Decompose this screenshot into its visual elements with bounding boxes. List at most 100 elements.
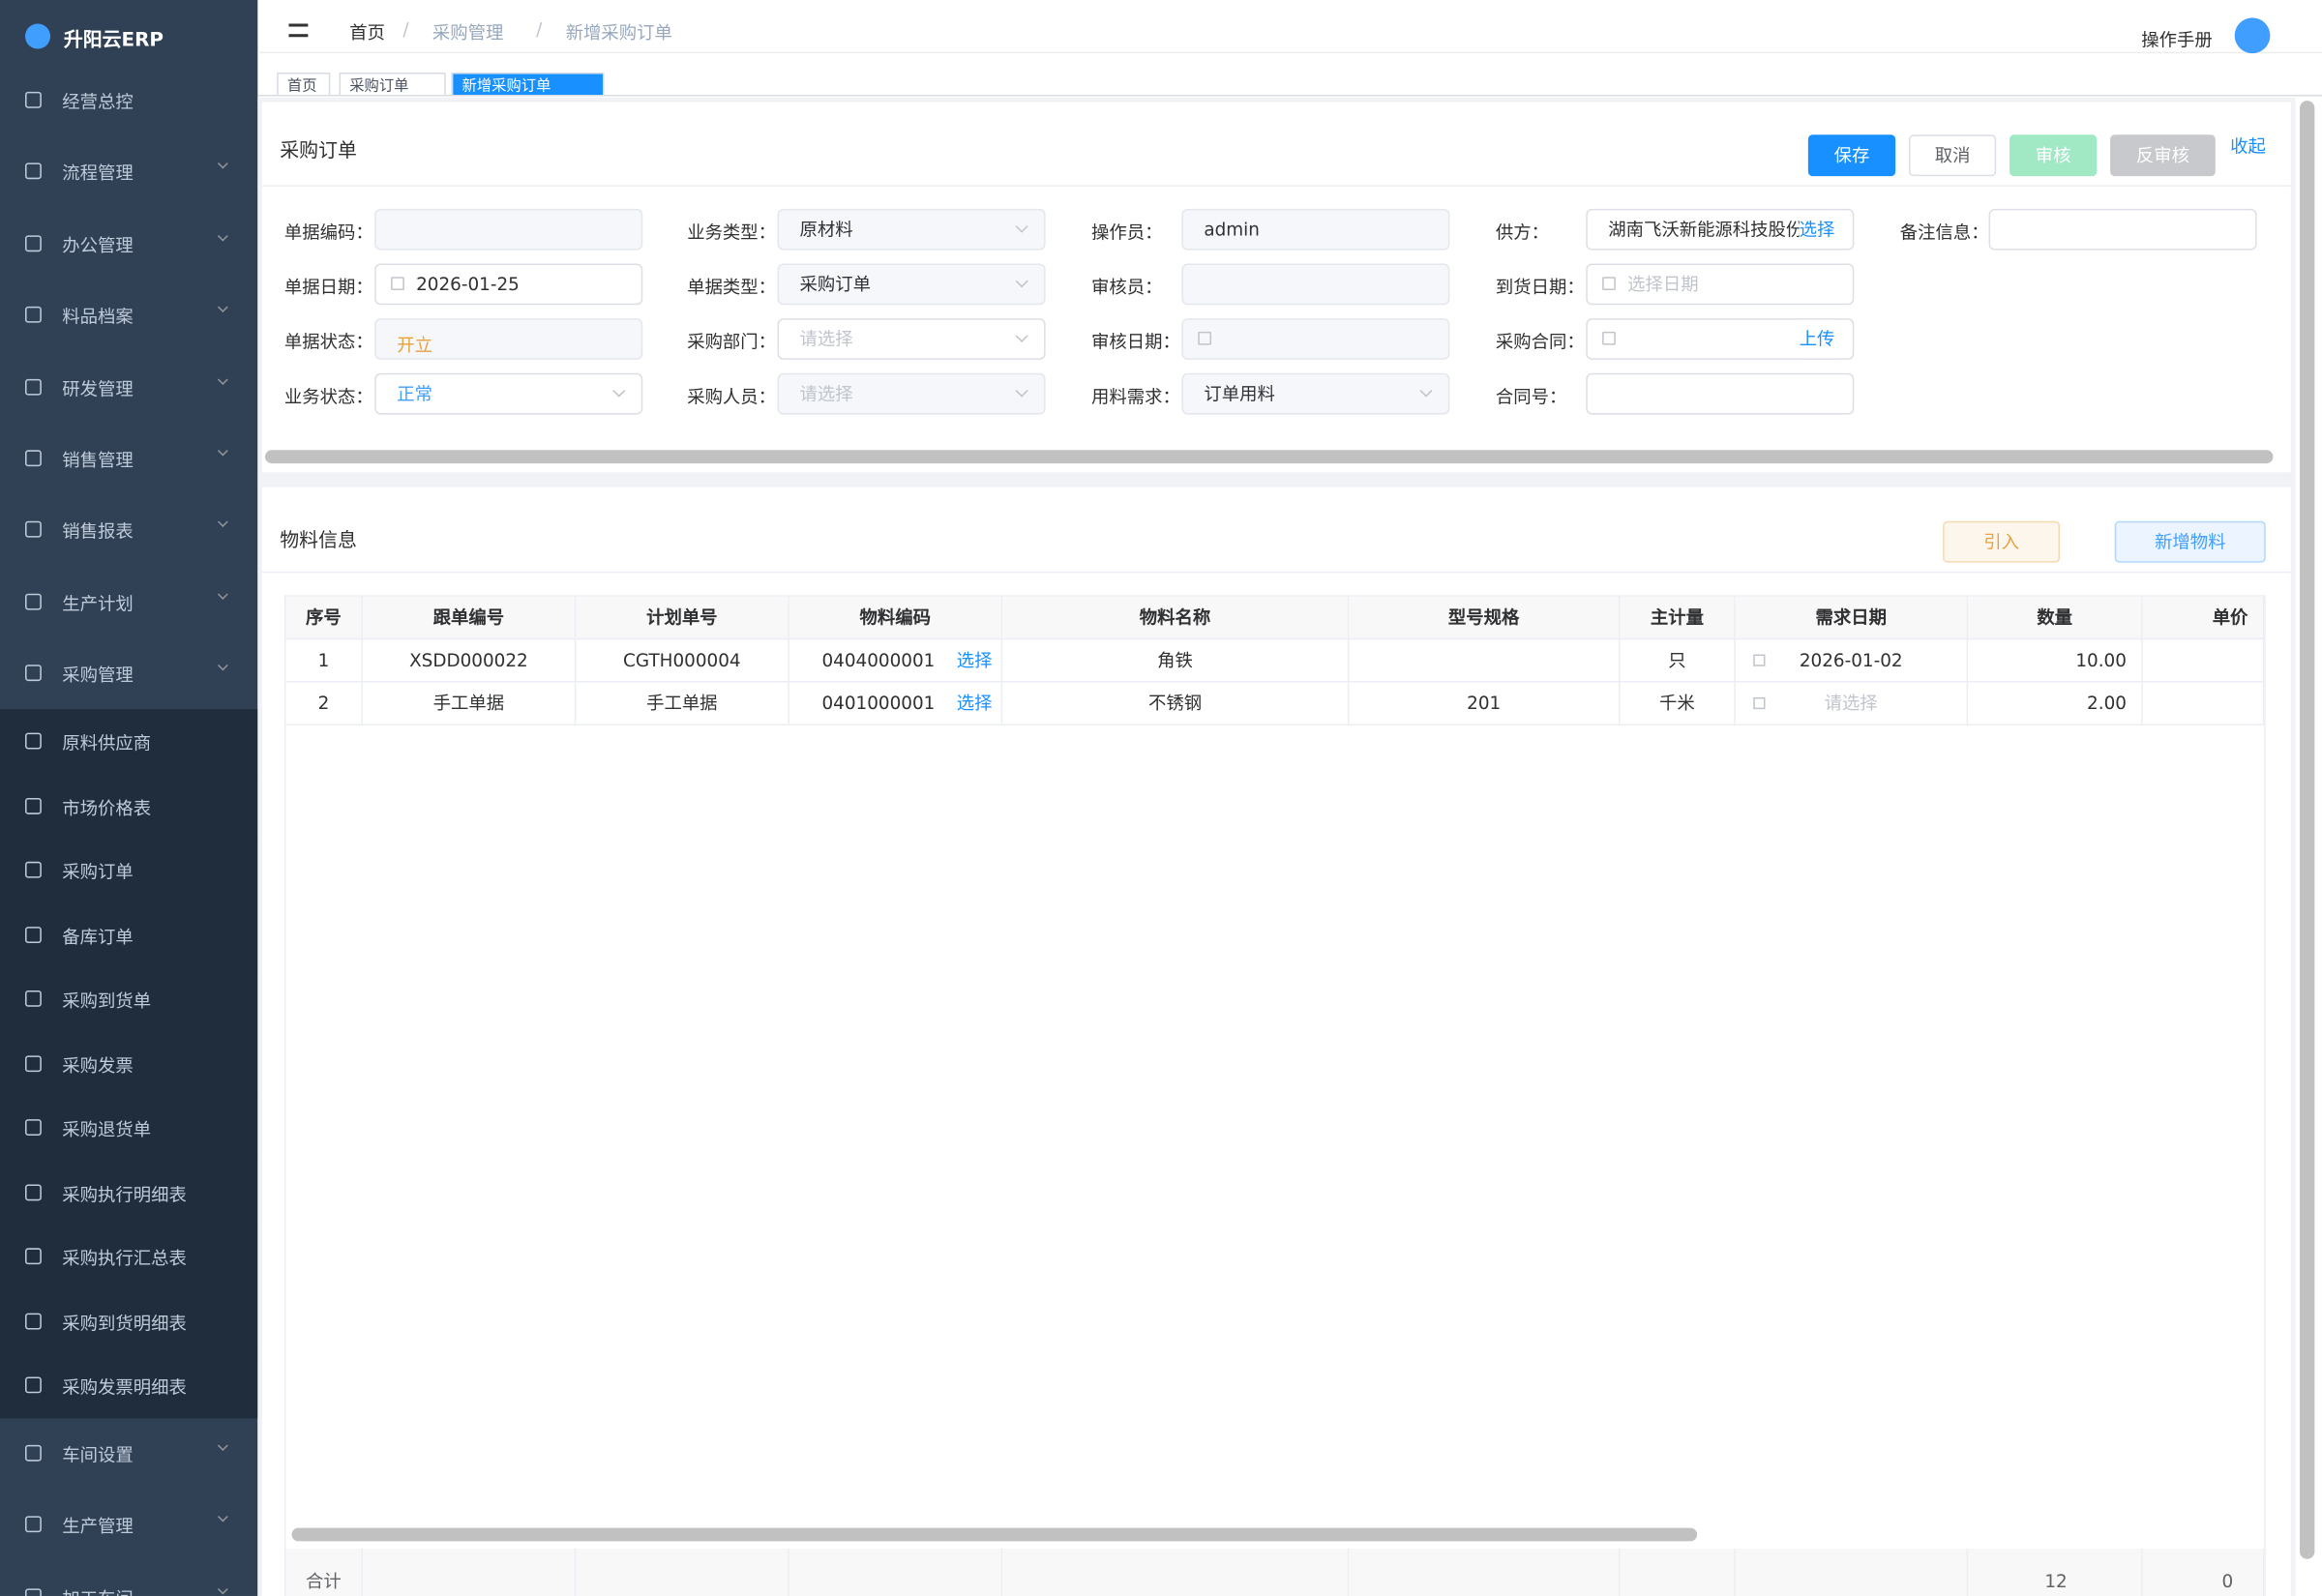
brand: 升阳云ERP: [63, 29, 164, 52]
submenu-item[interactable]: 采购执行汇总表: [0, 1224, 258, 1290]
submenu-item[interactable]: 采购发票明细表: [0, 1352, 258, 1419]
collapse-link[interactable]: 收起: [2230, 135, 2266, 158]
input[interactable]: admin: [1181, 208, 1450, 251]
input[interactable]: [374, 208, 643, 251]
input[interactable]: 正常: [374, 372, 643, 415]
import-button[interactable]: 引入: [1943, 520, 2061, 563]
menu-label: 采购到货单: [62, 990, 152, 1012]
footer-cell: [1620, 1549, 1736, 1596]
input[interactable]: [1586, 372, 1855, 415]
input[interactable]: [1988, 208, 2257, 251]
input[interactable]: 原材料: [777, 208, 1046, 251]
menu-item[interactable]: 生产计划: [0, 570, 257, 635]
menu-item[interactable]: 经营总控: [0, 68, 257, 133]
input-value: admin: [1204, 219, 1260, 240]
toolbar-button[interactable]: 反审核: [2110, 134, 2216, 177]
menu-icon: [25, 1376, 42, 1394]
input[interactable]: 采购订单: [777, 263, 1046, 306]
submenu-item[interactable]: 采购退货单: [0, 1095, 258, 1161]
menu-item[interactable]: 销售管理: [0, 427, 257, 491]
input-value: 订单用料: [1204, 383, 1275, 404]
divider: [261, 571, 2291, 574]
submenu-item[interactable]: 采购到货明细表: [0, 1288, 258, 1354]
footer-cell: [1002, 1549, 1350, 1596]
menu-icon: [25, 990, 42, 1007]
field-label: 单据编码：: [283, 222, 373, 244]
menu-label: 采购到货明细表: [62, 1312, 187, 1334]
menu-icon: [25, 1248, 42, 1265]
link[interactable]: 上传: [1799, 319, 1835, 359]
footer-cell: 12: [1968, 1549, 2143, 1596]
submenu-item[interactable]: 采购到货单: [0, 966, 258, 1032]
avatar[interactable]: [2234, 17, 2271, 54]
menu-item[interactable]: 车间设置: [0, 1421, 257, 1486]
submenu-item[interactable]: 采购发票: [0, 1031, 258, 1097]
divider: [261, 185, 2291, 187]
input-icon: [391, 277, 404, 290]
menu-label: 市场价格表: [62, 797, 152, 818]
materials-panel: 物料信息 引入 新增物料 序号 跟单编号 计划单号 物料编码 物料名称 型号规格 主计量 需求日期数…: [261, 487, 2291, 1596]
select-link[interactable]: 选择: [956, 649, 993, 671]
table-cell: [2142, 639, 2265, 683]
field-label: 合同号：: [1495, 386, 1567, 407]
submenu-item[interactable]: 备库订单: [0, 901, 258, 968]
tab[interactable]: 首页: [277, 72, 331, 95]
field-label: 到货日期：: [1495, 277, 1585, 298]
column-header: 单价: [2142, 596, 2265, 640]
input[interactable]: 湖南飞沃新能源科技股份 选择: [1586, 208, 1855, 251]
manual[interactable]: 操作手册: [2141, 29, 2213, 51]
input[interactable]: 请选择: [777, 372, 1046, 415]
input-value: 原材料: [799, 219, 853, 240]
placeholder: 请选择: [799, 383, 853, 404]
panel-title: 物料信息: [280, 529, 357, 552]
menu-item[interactable]: 加工车间: [0, 1565, 257, 1596]
sidebar: 升阳云ERP 经营总控 流程管理办公管理料品档案研发管理销售管理销售报表生产计划采购…: [0, 0, 258, 1596]
input[interactable]: 上传: [1586, 318, 1855, 360]
toolbar-button[interactable]: 取消: [1908, 134, 1997, 177]
input[interactable]: [1181, 318, 1450, 360]
menu-icon: [25, 235, 42, 251]
toolbar-button[interactable]: 保存: [1807, 134, 1896, 177]
menu-item[interactable]: 采购管理: [0, 641, 257, 706]
input[interactable]: 选择日期: [1586, 263, 1855, 306]
menu-icon: [25, 926, 42, 943]
menu-icon: [25, 521, 42, 539]
menu-item[interactable]: 生产管理: [0, 1493, 257, 1557]
input[interactable]: 订单用料: [1181, 372, 1450, 415]
input[interactable]: [1181, 263, 1450, 306]
input[interactable]: 请选择: [777, 318, 1046, 360]
field-label: 业务状态：: [283, 386, 373, 407]
toolbar-button[interactable]: 审核: [2009, 134, 2098, 177]
menu-item[interactable]: 销售报表: [0, 498, 257, 563]
menu-item[interactable]: 研发管理: [0, 355, 257, 420]
submenu-item[interactable]: 采购订单: [0, 838, 258, 903]
menu-toggle[interactable]: [288, 23, 309, 38]
input-icon: [1602, 331, 1616, 345]
menu-label: 销售报表: [62, 521, 134, 543]
submenu-item[interactable]: 采购执行明细表: [0, 1160, 258, 1226]
menu-label: 采购执行明细表: [62, 1183, 187, 1205]
tab[interactable]: 采购订单: [339, 72, 446, 95]
menu-label: 生产计划: [62, 593, 134, 614]
breadcrumb-item[interactable]: 首页: [349, 21, 385, 44]
select-link[interactable]: 选择: [956, 693, 993, 714]
tab[interactable]: 新增采购订单: [451, 72, 605, 95]
input-value: 湖南飞沃新能源科技股份: [1608, 219, 1804, 240]
submenu-item[interactable]: 原料供应商: [0, 709, 258, 775]
menu-icon: [25, 1444, 42, 1462]
breadcrumb-item[interactable]: 采购管理: [432, 21, 504, 44]
input[interactable]: 开立: [374, 318, 643, 360]
breadcrumb-item[interactable]: 新增采购订单: [565, 21, 672, 44]
add-button[interactable]: 新增物料: [2114, 520, 2266, 563]
submenu-item[interactable]: 市场价格表: [0, 773, 258, 840]
select-arrow: [1015, 384, 1028, 398]
menu-item[interactable]: 流程管理: [0, 139, 257, 204]
menu-item[interactable]: 办公管理: [0, 212, 257, 277]
menu-arrow: [217, 230, 228, 242]
menu-arrow: [217, 588, 228, 600]
input[interactable]: 2026-01-25: [374, 263, 643, 306]
menu-item[interactable]: 料品档案: [0, 283, 257, 348]
menu-label: 料品档案: [62, 307, 134, 328]
link[interactable]: 选择: [1799, 210, 1835, 250]
